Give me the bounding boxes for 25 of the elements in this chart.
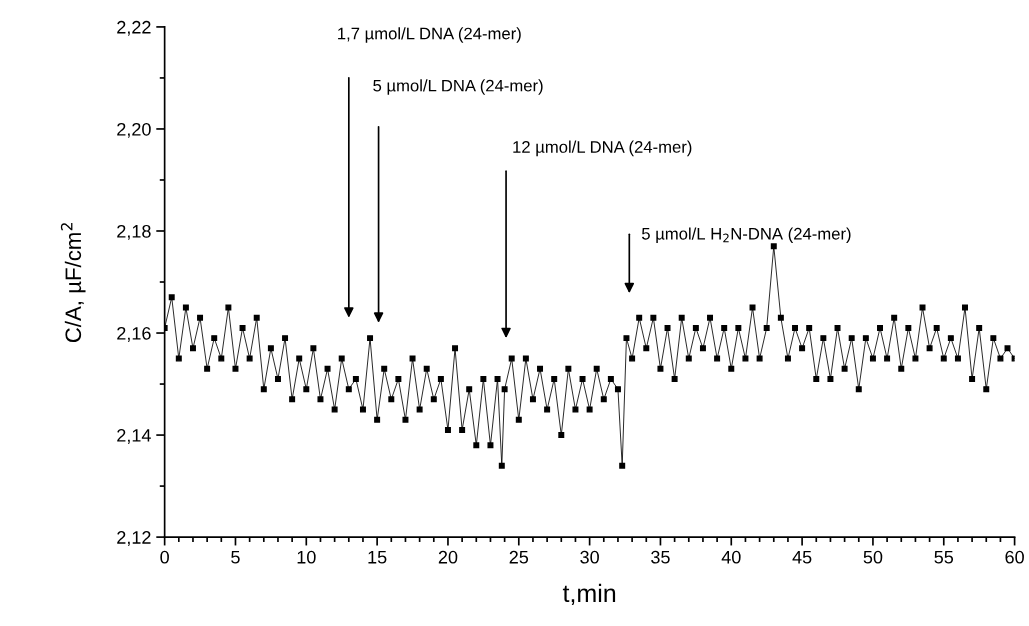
y-tick-label: 2,16: [117, 326, 151, 342]
y-tick-label: 2,18: [117, 224, 151, 240]
x-tick-label: 0: [160, 550, 169, 564]
x-tick-label: 10: [297, 550, 316, 564]
x-tick-label: 20: [438, 550, 458, 564]
x-tick-label: 35: [651, 550, 670, 564]
x-tick-label: 45: [792, 550, 812, 564]
x-tick-label: 30: [580, 550, 599, 564]
x-tick-label: 5: [231, 550, 240, 564]
x-tick-label: 25: [509, 550, 529, 564]
x-axis-title: t,min: [562, 583, 616, 606]
x-tick-label: 60: [1005, 550, 1024, 564]
annotation: 5 µmol/L H$_{2}$N-DNA (24-mer): [641, 227, 851, 243]
y-tick-label: 2,22: [117, 20, 151, 36]
y-tick-label: 2,20: [117, 122, 151, 138]
annotation: 12 µmol/L DNA (24-mer): [513, 140, 692, 157]
y-tick-label: 2,12: [117, 531, 151, 546]
x-tick-label: 15: [368, 550, 387, 564]
x-tick-label: 55: [934, 550, 954, 564]
x-tick-label: 50: [863, 550, 883, 564]
annotation: 5 µmol/L DNA (24-mer): [373, 79, 543, 95]
y-axis-title: C/A, µF/cm$^{2}$: [60, 223, 86, 343]
y-tick-label: 2,14: [117, 429, 151, 444]
x-tick-label: 40: [721, 550, 741, 564]
annotation: 1,7 µmol/L DNA (24-mer): [338, 27, 521, 43]
